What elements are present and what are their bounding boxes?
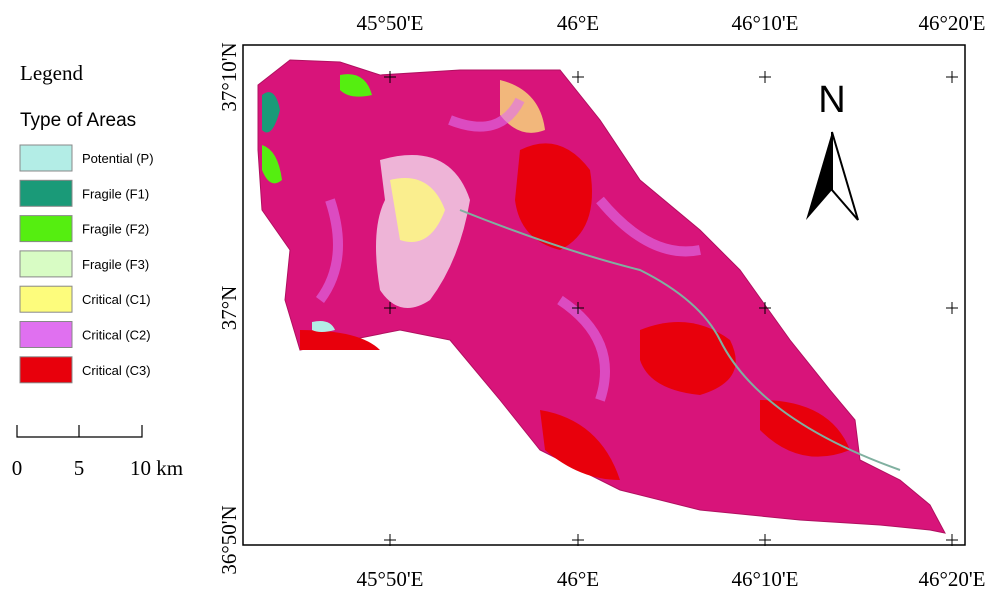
coordinate-labels: 45°50'E 45°50'E 46°E 46°E 46°10'E 46°10'E 46°2…	[217, 11, 986, 591]
study-area	[257, 59, 946, 534]
top-label: 46°10'E	[731, 11, 798, 35]
scale-label: 10 km	[130, 456, 183, 480]
left-label: 36°50'N	[217, 505, 241, 574]
north-label: N	[818, 79, 845, 121]
left-label: 37°10'N	[217, 42, 241, 111]
top-label: 45°50'E	[356, 11, 423, 35]
graticule-cross	[384, 302, 396, 314]
bottom-label: 45°50'E	[356, 567, 423, 591]
legend-subtitle: Type of Areas	[20, 110, 136, 131]
graticule	[384, 71, 958, 546]
legend-label: Fragile (F3)	[82, 257, 149, 272]
graticule-cross	[572, 71, 584, 83]
legend-label: Potential (P)	[82, 151, 154, 166]
graticule-cross	[759, 534, 771, 546]
legend-label: Fragile (F1)	[82, 186, 149, 201]
graticule-cross	[572, 302, 584, 314]
graticule-cross	[384, 534, 396, 546]
legend-label: Critical (C1)	[82, 292, 151, 307]
scale-bar	[16, 425, 143, 438]
bottom-label: 46°10'E	[731, 567, 798, 591]
map-frame	[242, 44, 966, 546]
legend-swatch	[19, 250, 73, 278]
legend-swatch	[19, 356, 73, 384]
graticule-cross	[946, 71, 958, 83]
legend-label: Fragile (F2)	[82, 222, 149, 237]
bottom-label: 46°E	[557, 567, 599, 591]
top-label: 46°E	[557, 11, 599, 35]
top-label: 46°20'E	[918, 11, 985, 35]
scale-label: 0	[12, 456, 23, 480]
legend: Potential (P) Fragile (F1) Fragile (F2) Fra…	[19, 144, 154, 384]
scale-labels: 0 5 10 km	[12, 456, 183, 480]
graticule-cross	[572, 534, 584, 546]
bottom-label: 46°20'E	[918, 567, 985, 591]
graticule-cross	[946, 534, 958, 546]
legend-title: Legend	[20, 61, 83, 85]
graticule-cross	[384, 71, 396, 83]
left-label: 37°N	[217, 286, 241, 331]
legend-swatch	[19, 321, 73, 348]
scale-label: 5	[74, 456, 85, 480]
graticule-cross	[759, 302, 771, 314]
north-arrow: N	[806, 79, 859, 221]
legend-swatch	[19, 285, 73, 313]
legend-swatch	[19, 179, 73, 207]
legend-swatch	[19, 144, 73, 172]
graticule-cross	[946, 302, 958, 314]
legend-swatch	[19, 215, 73, 243]
graticule-cross	[759, 71, 771, 83]
legend-label: Critical (C2)	[82, 328, 151, 343]
legend-label: Critical (C3)	[82, 363, 151, 378]
